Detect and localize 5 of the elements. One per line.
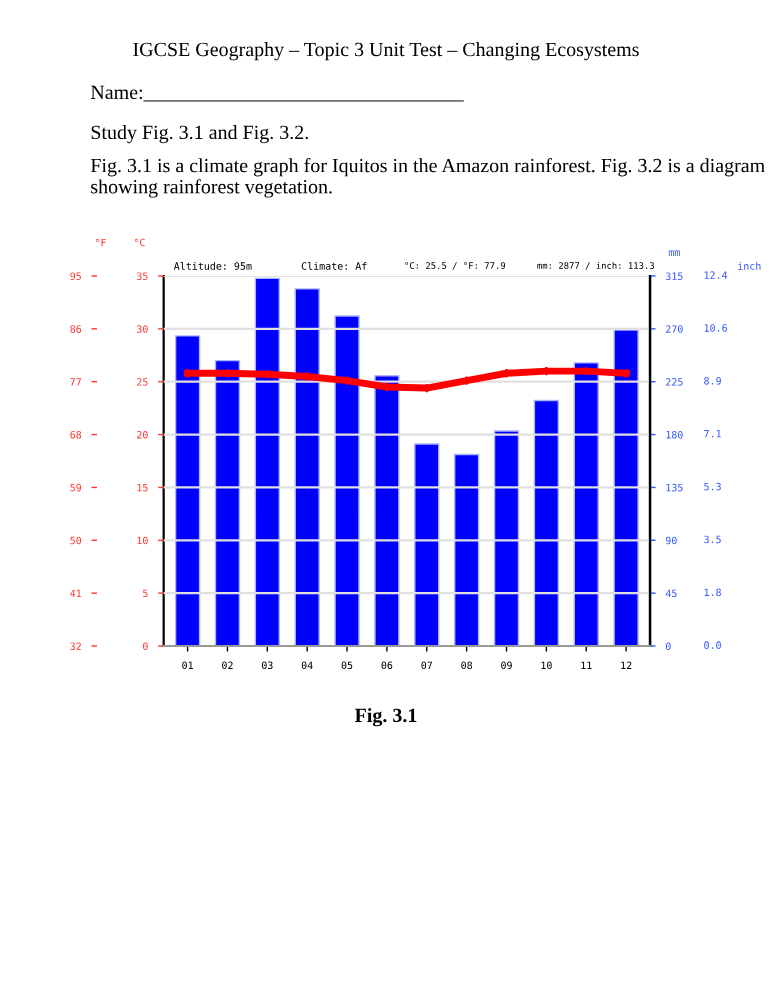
text: Name:________________________________ (90, 85, 464, 102)
caption: Fig. 3.1 is a climate graph for Iquitos in the Amazon rainforest. Fig. 3.2 is a diagram showing rainforest vegetation. (90, 158, 765, 198)
chart-title: IGCSE Geography – Topic 3 Unit Test – Changing Ecosystems (133, 42, 639, 61)
caption: Fig. 3.1 (354, 708, 417, 727)
text: Study Fig. 3.1 and Fig. 3.2. (91, 125, 308, 144)
